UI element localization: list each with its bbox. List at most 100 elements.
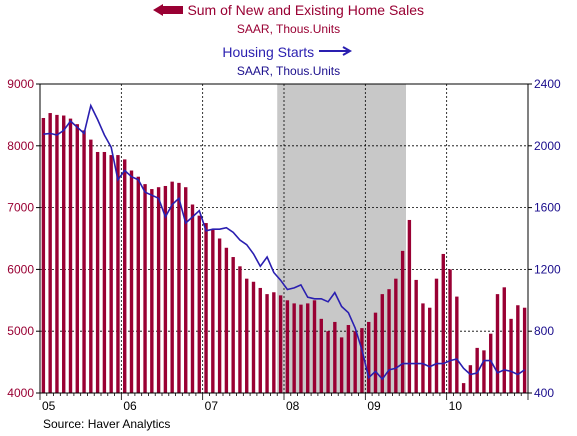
sales-bar <box>428 307 432 393</box>
x-axis-label: 10 <box>449 399 463 413</box>
line-units-text: SAAR, Thous.Units <box>236 64 341 78</box>
sales-bar <box>285 300 290 393</box>
line-legend-title: Housing Starts <box>0 44 577 62</box>
sales-bar <box>265 294 269 393</box>
sales-bar <box>312 300 317 393</box>
bars-units-label: SAAR, Thous.Units <box>0 20 577 38</box>
sales-bar <box>441 253 445 393</box>
sales-bar <box>190 204 195 393</box>
x-axis-label: 07 <box>205 399 219 413</box>
sales-bar <box>461 383 466 393</box>
sales-bar <box>163 185 168 393</box>
sales-bar <box>224 247 229 393</box>
sales-bar <box>353 331 357 393</box>
sales-bar <box>251 281 256 393</box>
sales-bar <box>116 155 120 393</box>
sales-bar <box>109 155 113 393</box>
sales-bar <box>319 318 323 393</box>
sales-bar <box>211 229 215 393</box>
sales-bar <box>41 117 46 394</box>
sales-bar <box>170 181 174 393</box>
housing-starts-line <box>43 103 526 381</box>
sales-bar <box>238 266 242 393</box>
x-axis-tick-labels: 05 06 07 08 09 10 <box>42 399 462 413</box>
sales-bar <box>150 189 154 393</box>
right-axis-tick-labels: 400 800 1200 1600 2000 2400 <box>534 77 561 400</box>
sales-bar <box>102 151 107 393</box>
line-series-label: Housing Starts <box>222 44 315 60</box>
sales-bar <box>380 294 384 393</box>
x-axis-label: 05 <box>42 399 56 413</box>
sales-bar <box>516 305 520 393</box>
sales-bar <box>68 118 73 393</box>
sales-bar <box>421 303 425 393</box>
line-legend-arrow-icon <box>318 46 352 56</box>
sales-bar <box>448 269 452 393</box>
sales-bar <box>89 139 93 393</box>
sales-bar <box>407 219 412 393</box>
sales-bar <box>156 187 161 393</box>
left-axis-label: 6000 <box>7 262 34 276</box>
sales-bar <box>394 278 398 393</box>
sales-bar <box>129 170 134 393</box>
grid-lines <box>40 84 528 393</box>
x-axis-label: 06 <box>123 399 137 413</box>
sales-bar <box>522 307 527 393</box>
sales-bar <box>292 303 296 393</box>
left-axis-label: 7000 <box>7 201 34 215</box>
bars-units-text: SAAR, Thous.Units <box>236 22 341 36</box>
sales-bar <box>123 159 127 393</box>
sales-bar <box>95 151 100 393</box>
sales-bar <box>339 337 344 393</box>
sales-bar <box>197 215 201 393</box>
sales-bar <box>204 223 208 393</box>
left-axis-label: 5000 <box>7 324 34 338</box>
sales-bar <box>258 287 262 393</box>
sales-bar <box>482 350 486 393</box>
sales-bar <box>143 184 147 393</box>
sales-bars <box>41 113 527 394</box>
left-axis-tick-labels: 4000 5000 6000 7000 8000 9000 <box>7 77 34 400</box>
sales-bar <box>468 365 473 393</box>
right-axis-label: 2000 <box>534 139 561 153</box>
sales-bar <box>373 312 378 393</box>
sales-bar <box>346 325 351 393</box>
sales-bar <box>475 347 479 393</box>
sales-bar <box>414 279 418 393</box>
axis-ticks <box>36 83 532 400</box>
right-axis-label: 1200 <box>534 262 561 276</box>
sales-bar <box>326 331 330 393</box>
sales-bar <box>306 303 310 393</box>
bars-legend-title: Sum of New and Existing Home Sales <box>0 2 577 20</box>
left-axis-label: 9000 <box>7 77 34 91</box>
sales-bar <box>509 318 513 393</box>
sales-bar <box>299 304 303 393</box>
right-axis-label: 2400 <box>534 77 561 91</box>
sales-bar <box>184 187 188 393</box>
sales-bar <box>136 176 140 393</box>
bars-series-label: Sum of New and Existing Home Sales <box>187 2 424 18</box>
left-axis-label: 4000 <box>7 386 34 400</box>
sales-bar <box>272 292 276 393</box>
sales-bar <box>367 321 371 393</box>
x-axis-label: 09 <box>367 399 381 413</box>
sales-bar <box>245 278 249 393</box>
sales-bar <box>360 328 364 393</box>
bar-legend-swatch-icon <box>152 4 183 16</box>
sales-bar <box>278 295 283 393</box>
sales-bar <box>62 115 66 393</box>
right-axis-label: 1600 <box>534 201 561 215</box>
sales-bar <box>489 333 493 393</box>
sales-bar <box>177 182 181 393</box>
sales-bar <box>333 321 337 393</box>
right-axis-label: 400 <box>534 386 554 400</box>
line-units-label: SAAR, Thous.Units <box>0 62 577 80</box>
left-axis-label: 8000 <box>7 139 34 153</box>
sales-bar <box>48 113 52 394</box>
sales-bar <box>455 296 459 393</box>
x-axis-label: 08 <box>286 399 300 413</box>
sales-bar <box>387 289 391 393</box>
sales-bar <box>495 294 500 393</box>
sales-bar <box>82 130 86 393</box>
